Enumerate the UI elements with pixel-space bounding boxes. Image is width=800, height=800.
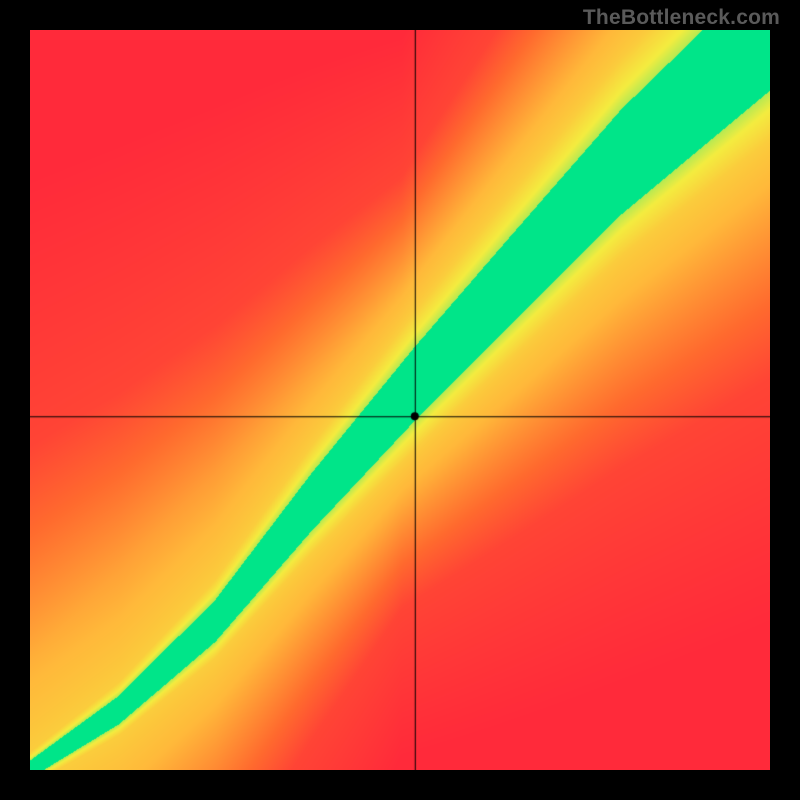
chart-container: TheBottleneck.com [0,0,800,800]
heatmap-canvas [30,30,770,770]
heatmap-plot [30,30,770,770]
watermark-text: TheBottleneck.com [583,6,780,30]
